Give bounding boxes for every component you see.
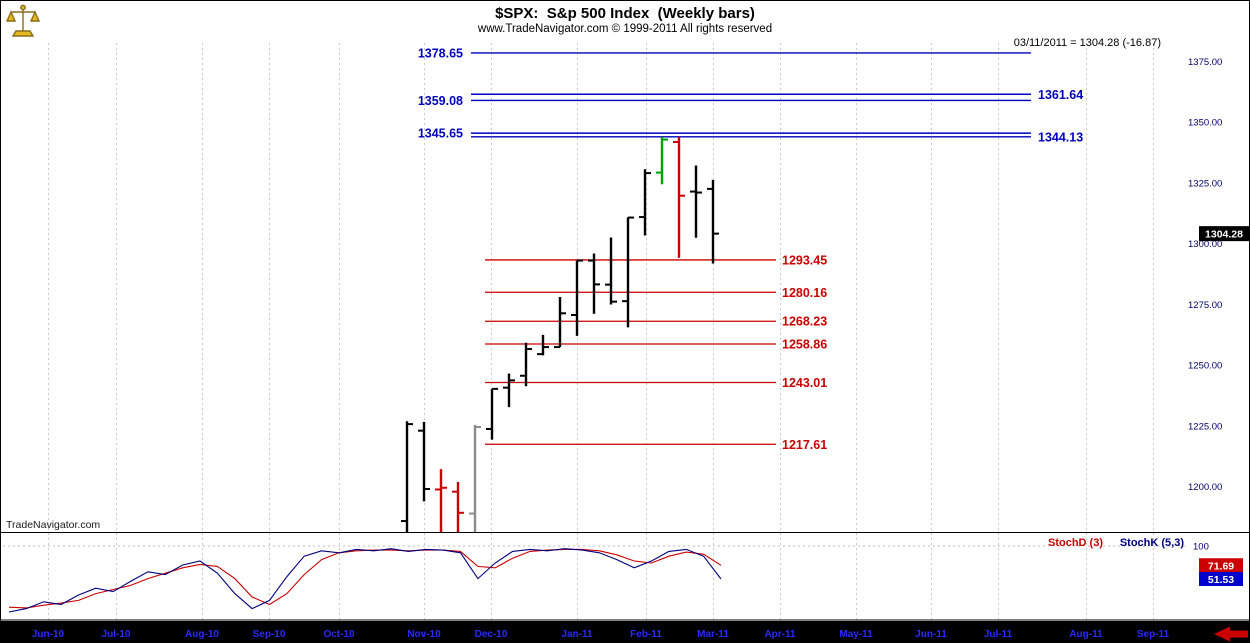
ohlc-bar bbox=[452, 481, 464, 532]
price-axis-label: 1200.00 bbox=[1188, 482, 1222, 493]
x-axis-strip bbox=[1, 621, 1249, 642]
ohlc-bar bbox=[707, 179, 719, 264]
price-bars bbox=[401, 136, 719, 532]
x-axis-label: Aug-11 bbox=[1069, 629, 1103, 640]
stochd-value-badge-text: 71.69 bbox=[1208, 560, 1234, 572]
x-axis-label: Oct-10 bbox=[323, 629, 355, 640]
resistance-label: 1345.65 bbox=[418, 127, 463, 141]
stochd-legend: StochD (3) bbox=[1048, 537, 1103, 549]
ohlc-bar bbox=[588, 253, 600, 314]
ohlc-bar bbox=[469, 424, 481, 532]
x-axis-label: Jan-11 bbox=[561, 629, 593, 640]
x-axis-label: Apr-11 bbox=[764, 629, 796, 640]
resistance-label: 1359.08 bbox=[418, 94, 463, 108]
stochk-line bbox=[8, 548, 722, 613]
price-axis-label: 1325.00 bbox=[1188, 178, 1222, 189]
ohlc-bar bbox=[690, 165, 702, 238]
tradenavigator-logo-icon bbox=[5, 3, 41, 39]
last-price-text: 1304.28 bbox=[1205, 229, 1243, 241]
resistance-label: 1344.13 bbox=[1038, 130, 1083, 144]
stoch-axis-label: 100 bbox=[1193, 542, 1209, 553]
month-gridlines bbox=[48, 43, 1154, 620]
x-axis-label: Aug-10 bbox=[185, 629, 219, 640]
price-axis-label: 1300.00 bbox=[1188, 239, 1222, 250]
stochk-value-badge bbox=[1199, 571, 1243, 586]
x-axis-label: Feb-11 bbox=[630, 629, 662, 640]
support-label: 1293.45 bbox=[782, 253, 827, 267]
support-label: 1258.86 bbox=[782, 338, 827, 352]
last-quote-readout: 03/11/2011 = 1304.28 (-16.87) bbox=[1014, 37, 1161, 49]
last-price-badge bbox=[1199, 226, 1249, 242]
price-axis-label: 1350.00 bbox=[1188, 118, 1222, 129]
ohlc-bar bbox=[639, 169, 651, 236]
support-label: 1280.16 bbox=[782, 286, 827, 300]
ohlc-bar bbox=[554, 297, 566, 349]
x-axis-label: Jun-11 bbox=[915, 629, 947, 640]
chart-title: $SPX: S&p 500 Index (Weekly bars) bbox=[495, 5, 755, 22]
price-axis-label: 1375.00 bbox=[1188, 57, 1222, 68]
resistance-lines: 1378.65 1361.64 1359.08 1345.65 1344.13 bbox=[418, 46, 1083, 144]
stochk-legend: StochK (5,3) bbox=[1120, 537, 1185, 549]
ohlc-bar bbox=[571, 259, 583, 336]
x-axis-label: May-11 bbox=[839, 629, 873, 640]
stochk-value-badge-text: 51.53 bbox=[1208, 574, 1234, 586]
support-label: 1243.01 bbox=[782, 376, 827, 390]
ohlc-bar bbox=[673, 136, 685, 258]
ohlc-bar bbox=[435, 469, 447, 532]
ohlc-bar bbox=[622, 216, 634, 328]
x-axis-label: Sep-10 bbox=[253, 629, 286, 640]
x-axis-label: Jun-10 bbox=[32, 629, 65, 640]
x-axis-label: Jul-11 bbox=[984, 629, 1013, 640]
ohlc-bar bbox=[520, 342, 532, 387]
ohlc-bar bbox=[486, 387, 498, 440]
resistance-label: 1361.64 bbox=[1038, 88, 1083, 102]
x-axis-labels: Jun-10 Jul-10 Aug-10 Sep-10 Oct-10 Nov-10 Dec-… bbox=[32, 629, 1170, 640]
x-axis-label: Dec-10 bbox=[475, 629, 508, 640]
price-axis-label: 1225.00 bbox=[1188, 421, 1222, 432]
watermark: TradeNavigator.com bbox=[6, 519, 100, 531]
ohlc-bar bbox=[503, 373, 515, 408]
support-lines: 1293.45 1280.16 1268.23 1258.86 1243.01 1217.… bbox=[485, 253, 827, 452]
support-label: 1217.61 bbox=[782, 438, 827, 452]
stochd-value-badge bbox=[1199, 558, 1243, 573]
price-axis: 1375.00 1350.00 1325.00 1300.00 1275.00 1250.… bbox=[1188, 57, 1249, 493]
ohlc-bar bbox=[605, 237, 617, 305]
ohlc-bar bbox=[401, 421, 413, 532]
chart-header: $SPX: S&p 500 Index (Weekly bars) www.Tr… bbox=[1, 1, 1249, 35]
price-axis-label: 1275.00 bbox=[1188, 300, 1222, 311]
x-axis-label: Sep-11 bbox=[1137, 629, 1170, 640]
scroll-left-arrow[interactable] bbox=[1214, 626, 1248, 642]
chart-subtitle: www.TradeNavigator.com © 1999-2011 All r… bbox=[477, 23, 773, 35]
resistance-label: 1378.65 bbox=[418, 46, 463, 60]
price-axis-label: 1250.00 bbox=[1188, 361, 1222, 372]
support-label: 1268.23 bbox=[782, 315, 827, 329]
ohlc-bar bbox=[656, 136, 668, 185]
x-axis-label: Jul-10 bbox=[102, 629, 131, 640]
x-axis-label: Nov-10 bbox=[407, 629, 441, 640]
x-axis-label: Mar-11 bbox=[697, 629, 729, 640]
ohlc-bar bbox=[418, 421, 430, 502]
ohlc-bar bbox=[537, 334, 549, 356]
